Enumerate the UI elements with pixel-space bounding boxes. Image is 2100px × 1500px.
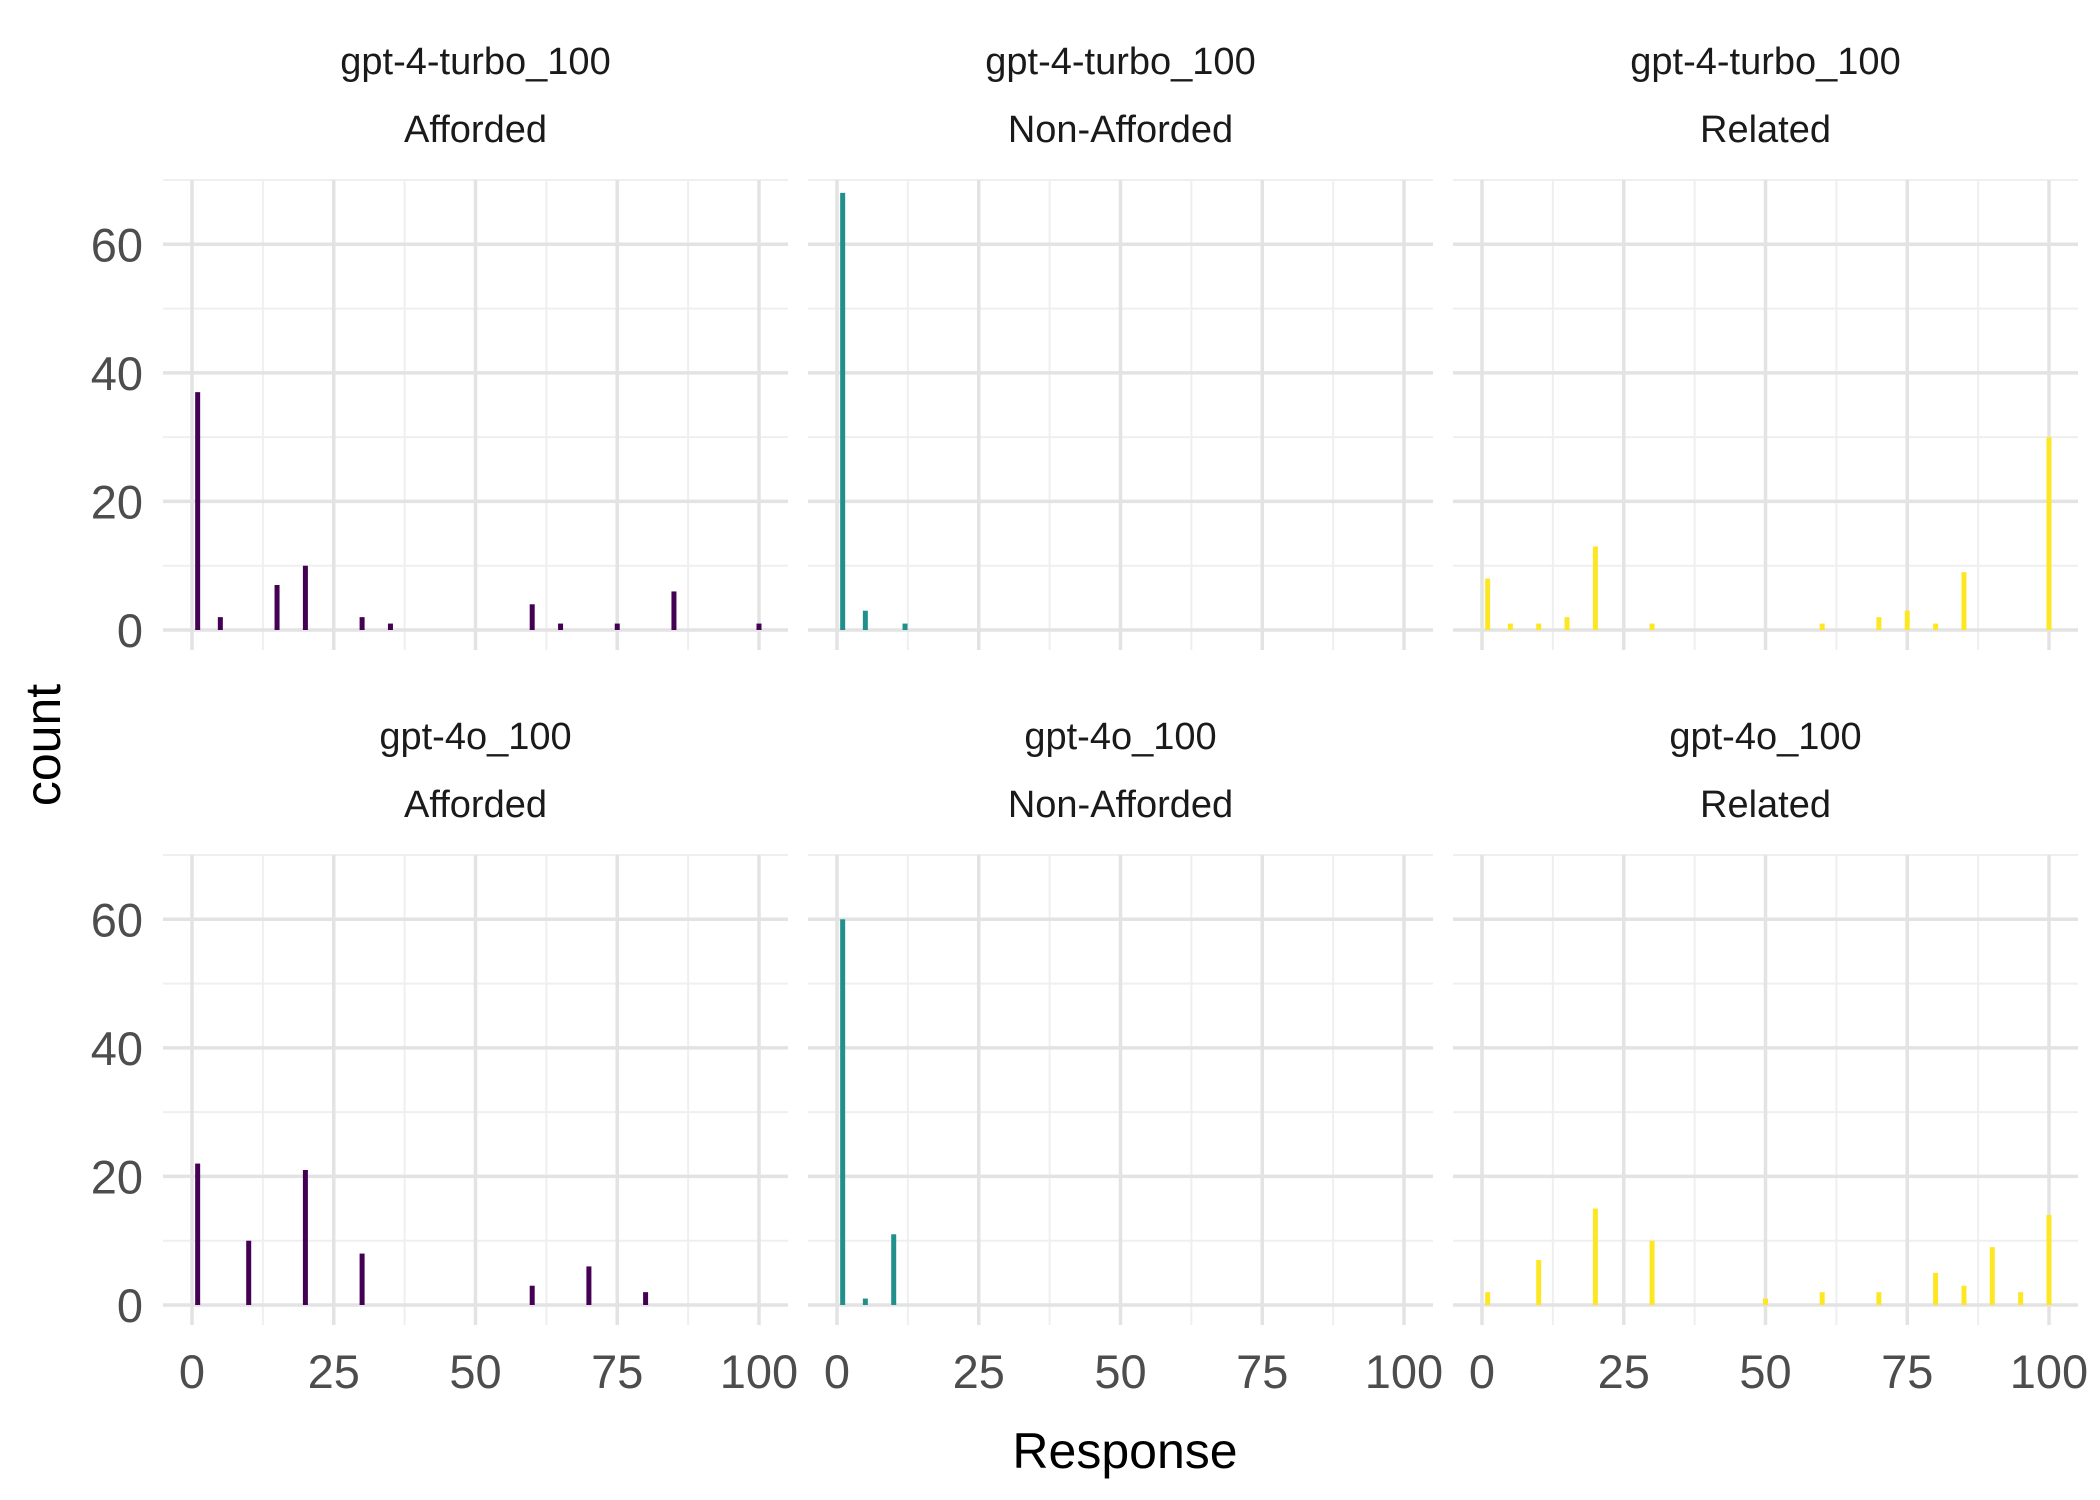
histogram-bar: [891, 1234, 897, 1305]
histogram-bar: [1876, 1292, 1882, 1305]
histogram-bar: [862, 1298, 868, 1305]
histogram-bar: [1961, 572, 1967, 630]
histogram-bar: [643, 1292, 649, 1305]
x-tick-label: 25: [953, 1345, 1005, 1398]
histogram-bar: [1536, 623, 1542, 630]
facet-model-label: gpt-4o_100: [379, 716, 571, 758]
histogram-bar: [195, 1163, 201, 1305]
y-tick-label: 60: [91, 218, 143, 271]
histogram-bar: [862, 610, 868, 630]
facet-model-label: gpt-4-turbo_100: [985, 41, 1255, 83]
facet-condition-label: Afforded: [404, 784, 547, 826]
histogram-bar: [558, 623, 564, 630]
histogram-bar: [1961, 1285, 1967, 1305]
histogram-bar: [529, 1285, 535, 1305]
histogram-bar: [756, 623, 762, 630]
histogram-bar: [1485, 578, 1491, 630]
x-tick-label: 100: [720, 1345, 798, 1398]
histogram-bar: [840, 192, 846, 630]
x-tick-label: 50: [1739, 1345, 1791, 1398]
facet-model-label: gpt-4-turbo_100: [340, 41, 610, 83]
histogram-bar: [1649, 1240, 1655, 1305]
y-tick-label: 0: [117, 604, 143, 657]
histogram-bar: [1564, 617, 1570, 630]
histogram-bar: [1904, 610, 1910, 630]
facet-panel: gpt-4o_100 Non-Afforded 0 25 50 75 100: [808, 716, 1443, 1398]
x-tick-label: 25: [308, 1345, 360, 1398]
histogram-bar: [302, 1170, 308, 1305]
y-tick-label: 20: [91, 1150, 143, 1203]
y-tick-label: 0: [117, 1279, 143, 1332]
panels-layer: gpt-4-turbo_100Afforded0204060gpt-4-turb…: [91, 41, 2088, 1398]
y-axis-title: count: [15, 684, 71, 806]
histogram-bar: [2046, 1215, 2052, 1305]
x-tick-label: 0: [1469, 1345, 1495, 1398]
x-tick-label: 25: [1598, 1345, 1650, 1398]
y-tick-label: 40: [91, 1022, 143, 1075]
histogram-bar: [1933, 1272, 1939, 1305]
x-tick-label: 50: [1094, 1345, 1146, 1398]
histogram-bar: [2046, 437, 2052, 630]
x-axis-title: Response: [1012, 1423, 1237, 1479]
histogram-bar: [302, 565, 308, 630]
y-tick-label: 40: [91, 347, 143, 400]
histogram-bar: [586, 1266, 592, 1305]
x-tick-label: 75: [591, 1345, 643, 1398]
histogram-bar: [1592, 546, 1598, 630]
x-tick-label: 0: [179, 1345, 205, 1398]
histogram-bar: [902, 623, 908, 630]
facet-model-label: gpt-4-turbo_100: [1630, 41, 1900, 83]
facet-condition-label: Non-Afforded: [1008, 784, 1233, 826]
facet-model-label: gpt-4o_100: [1669, 716, 1861, 758]
histogram-bar: [1933, 623, 1939, 630]
histogram-bar: [1819, 623, 1825, 630]
histogram-bar: [1819, 1292, 1825, 1305]
facet-condition-label: Related: [1700, 784, 1831, 826]
histogram-bar: [1876, 617, 1882, 630]
x-tick-label: 0: [824, 1345, 850, 1398]
histogram-bar: [359, 617, 365, 630]
histogram-bar: [1989, 1247, 1995, 1305]
histogram-bar: [1507, 623, 1513, 630]
histogram-bar: [1536, 1260, 1542, 1305]
y-tick-label: 20: [91, 475, 143, 528]
histogram-bar: [274, 585, 280, 630]
x-tick-label: 100: [2010, 1345, 2088, 1398]
histogram-bar: [529, 604, 535, 630]
x-tick-label: 100: [1365, 1345, 1443, 1398]
histogram-bar: [195, 392, 201, 630]
y-tick-label: 60: [91, 893, 143, 946]
histogram-bar: [671, 591, 677, 630]
histogram-bar: [614, 623, 620, 630]
facet-condition-label: Afforded: [404, 109, 547, 151]
x-tick-label: 75: [1236, 1345, 1288, 1398]
histogram-bar: [359, 1253, 365, 1305]
histogram-bar: [840, 919, 846, 1305]
histogram-bar: [1592, 1208, 1598, 1305]
histogram-bar: [1649, 623, 1655, 630]
histogram-bar: [1485, 1292, 1491, 1305]
histogram-bar: [217, 617, 223, 630]
histogram-bar: [387, 623, 393, 630]
histogram-bar: [2018, 1292, 2024, 1305]
facet-panel: gpt-4-turbo_100 Non-Afforded: [808, 41, 1433, 650]
facet-panel: gpt-4-turbo_100 Related: [1453, 41, 2078, 650]
histogram-bar: [1763, 1298, 1768, 1305]
facet-panel: gpt-4-turbo_100 Afforded 0 20 40 60: [91, 41, 788, 657]
facet-condition-label: Non-Afforded: [1008, 109, 1233, 151]
x-tick-label: 50: [449, 1345, 501, 1398]
facet-panel: gpt-4o_100 Related 0 25 50 75 100: [1453, 716, 2088, 1398]
x-tick-label: 75: [1881, 1345, 1933, 1398]
histogram-bar: [246, 1240, 252, 1305]
facet-condition-label: Related: [1700, 109, 1831, 151]
facet-panel: gpt-4o_100 Afforded 0 20 40 60 0 25 50 75 100: [91, 716, 798, 1398]
facet-model-label: gpt-4o_100: [1024, 716, 1216, 758]
